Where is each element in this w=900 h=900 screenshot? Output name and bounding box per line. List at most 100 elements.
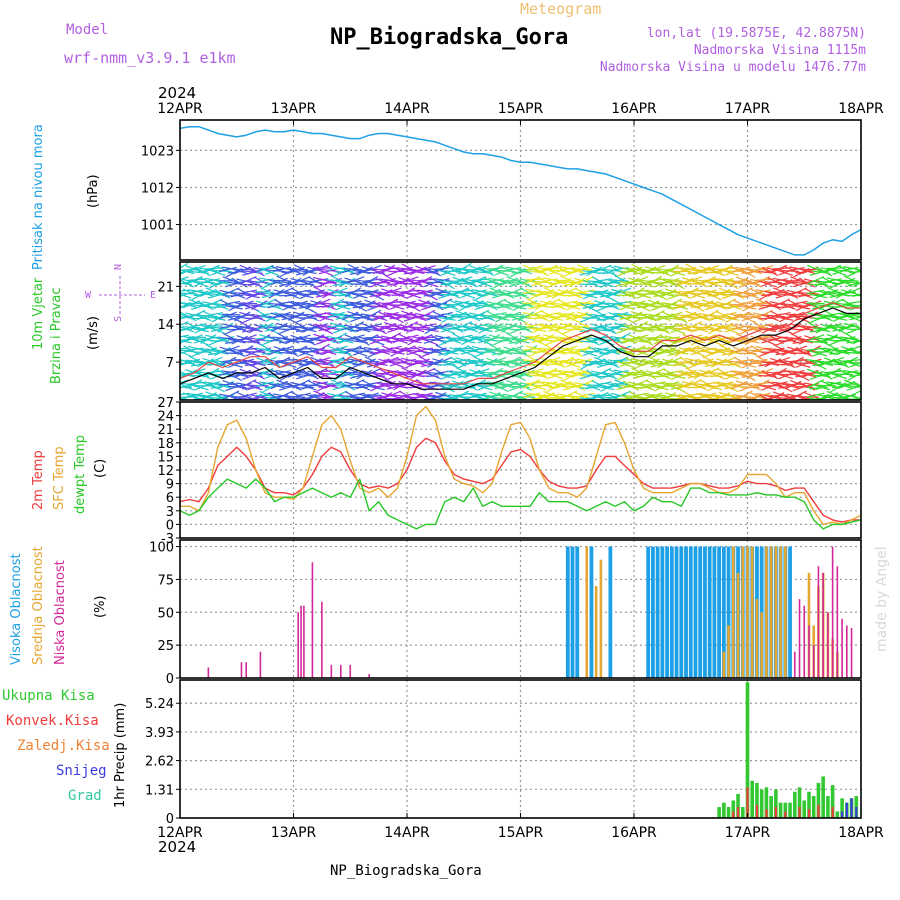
wind-barb bbox=[338, 349, 357, 354]
wind-barb bbox=[216, 291, 235, 296]
year-top: 2024 bbox=[158, 84, 196, 102]
wind-barb bbox=[770, 264, 788, 274]
wind-barb bbox=[752, 289, 771, 295]
precip-conv-bar bbox=[831, 807, 834, 818]
wind-barb bbox=[605, 360, 624, 365]
precipitation-ytick-label: 3.93 bbox=[145, 726, 174, 741]
wind-barb bbox=[817, 268, 836, 273]
wind-barb bbox=[639, 337, 658, 343]
temp2m-axis-title: 2m Temp bbox=[31, 450, 46, 510]
altitude-label: Nadmorska Visina 1115m bbox=[694, 43, 866, 58]
precip-conv-bar bbox=[755, 804, 759, 818]
wind-barb bbox=[180, 340, 192, 344]
wind-barb bbox=[616, 339, 635, 344]
wind-barb bbox=[591, 392, 609, 400]
wind-barb bbox=[477, 293, 496, 297]
cloud-high-bar bbox=[575, 546, 580, 678]
wind-barb bbox=[423, 292, 442, 297]
svg-text:W: W bbox=[85, 290, 92, 301]
wind-barb bbox=[361, 392, 379, 400]
wind-barb bbox=[329, 312, 348, 316]
wind-barb bbox=[826, 267, 845, 270]
wind-barb bbox=[755, 393, 774, 397]
wind-barb bbox=[806, 334, 825, 342]
wind-barb bbox=[784, 380, 802, 390]
cloud-high-bar bbox=[646, 546, 651, 678]
wind-barb bbox=[471, 323, 490, 329]
wind-barb bbox=[560, 287, 578, 296]
wind-barb bbox=[469, 276, 487, 285]
cloud-low-bar bbox=[349, 664, 352, 678]
wind-barb bbox=[466, 313, 485, 318]
wind-barb bbox=[384, 332, 402, 342]
wind-barb bbox=[554, 394, 573, 399]
cloud-low-bar bbox=[831, 546, 834, 678]
wind-barb bbox=[233, 369, 251, 379]
wind-barb bbox=[846, 385, 861, 391]
wind-barb bbox=[358, 300, 376, 310]
precip-total-bar bbox=[731, 800, 736, 818]
temperature-ytick-label: -3 bbox=[161, 532, 174, 547]
cloud-mid-bar bbox=[594, 586, 598, 678]
cloud-high-bar bbox=[570, 546, 575, 678]
wind-barb bbox=[503, 266, 521, 272]
temperature-ytick-label: 24 bbox=[157, 410, 174, 425]
precip-conv-bar bbox=[732, 811, 735, 818]
wind-barb bbox=[690, 304, 709, 309]
time-tick-label-bottom: 12APR bbox=[157, 825, 203, 841]
wind-barb bbox=[795, 373, 814, 378]
wind-barb bbox=[701, 299, 720, 307]
wind-barb bbox=[327, 356, 345, 366]
wind-barb bbox=[596, 317, 615, 321]
wind-barb bbox=[315, 351, 334, 355]
wind-barb bbox=[664, 370, 683, 375]
cloud-high-bar bbox=[698, 546, 703, 678]
wind-barb bbox=[494, 281, 513, 285]
wind-barb bbox=[577, 379, 595, 389]
dewtemp-axis-title: dewpt Temp bbox=[73, 435, 88, 514]
wind-barb bbox=[525, 278, 544, 281]
precip-conv-bar bbox=[774, 807, 777, 818]
wind-barb bbox=[800, 279, 819, 284]
wind-barb bbox=[457, 339, 476, 344]
wind-barb bbox=[256, 323, 274, 330]
wind-barb bbox=[736, 287, 754, 297]
wind-barb bbox=[401, 321, 419, 331]
wind-barb bbox=[327, 266, 346, 272]
wind-barb bbox=[832, 384, 851, 389]
wind-barb bbox=[574, 358, 592, 365]
cloud-high-bar bbox=[707, 546, 712, 678]
wind-barb bbox=[647, 394, 666, 397]
cloud-mid-bar bbox=[746, 546, 749, 678]
temperature-ytick-label: 0 bbox=[166, 518, 174, 533]
wind-barb bbox=[239, 379, 257, 389]
dewpt-line bbox=[179, 478, 862, 530]
cloud-mid-bar bbox=[755, 599, 759, 678]
wind-barb bbox=[293, 276, 311, 285]
wind-barb bbox=[384, 287, 402, 295]
wind-barb bbox=[772, 312, 791, 317]
wind-barb bbox=[290, 358, 309, 365]
wind-barb bbox=[823, 278, 842, 283]
wind-barb bbox=[631, 321, 648, 331]
wind-barb bbox=[610, 370, 629, 375]
wind-barb bbox=[772, 356, 791, 364]
wind-barb bbox=[219, 266, 238, 272]
wind-barb bbox=[557, 369, 575, 376]
wind-barb bbox=[716, 322, 734, 331]
wind-barb bbox=[199, 392, 217, 400]
wind-barb bbox=[627, 358, 646, 364]
wind-barb bbox=[735, 370, 754, 374]
cloud-low-bar bbox=[846, 625, 848, 678]
wind-barb bbox=[355, 337, 374, 343]
sfc-temp-line bbox=[180, 405, 862, 526]
temperature-ytick-label: 12 bbox=[157, 464, 174, 479]
wind-ytick-label: 21 bbox=[157, 280, 174, 295]
wind-barb bbox=[534, 268, 553, 273]
wind-barb bbox=[761, 293, 780, 297]
wind-barb bbox=[489, 356, 507, 364]
wind-barb bbox=[489, 391, 507, 399]
wind-barb bbox=[202, 322, 220, 331]
time-tick-label-top: 18APR bbox=[838, 101, 884, 117]
wind-barb bbox=[653, 292, 672, 298]
